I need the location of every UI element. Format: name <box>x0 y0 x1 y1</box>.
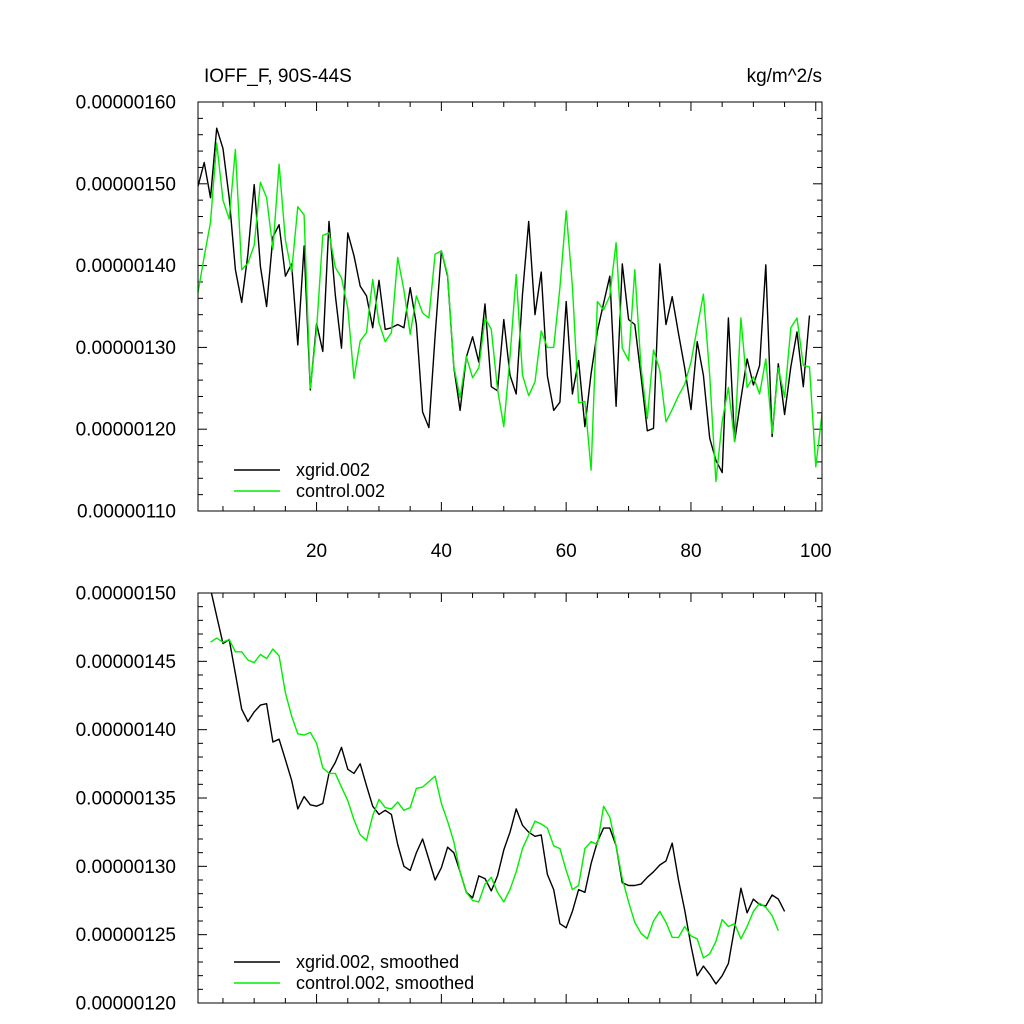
chart-units: kg/m^2/s <box>747 66 822 87</box>
bottom-legend: xgrid.002, smoothed control.002, smoothe… <box>234 952 474 993</box>
y-tick-label: 0.00000140 <box>76 256 176 277</box>
top-chart-panel: IOFF_F, 90S-44S kg/m^2/s 0.000001100.000… <box>76 66 832 562</box>
y-tick-label: 0.00000130 <box>76 338 176 359</box>
top-axis-ticks <box>198 101 822 512</box>
y-tick-label: 0.00000145 <box>76 652 176 673</box>
series-line-xgrid-002 <box>198 127 811 474</box>
x-tick-label: 60 <box>556 541 577 562</box>
chart-title: IOFF_F, 90S-44S <box>204 66 352 87</box>
top-x-tick-labels: 20 40 60 80 100 <box>306 541 832 562</box>
bottom-y-tick-labels: 0.00000120 0.00000125 0.00000130 0.00000135… <box>76 584 176 1015</box>
series-line-control-002 <box>198 142 822 483</box>
top-series-layer <box>198 127 822 483</box>
top-plot-frame <box>197 101 823 512</box>
bottom-plot-frame <box>197 592 823 1004</box>
y-tick-label: 0.00000130 <box>76 857 176 878</box>
y-tick-label: 0.00000120 <box>76 420 176 441</box>
legend-label-control-smoothed: control.002, smoothed <box>296 973 474 993</box>
top-y-tick-labels: 0.00000110 0.00000120 0.00000130 0.00000140… <box>76 93 176 523</box>
x-tick-label: 100 <box>800 541 832 562</box>
series-line-control-002-smoothed <box>210 637 779 959</box>
y-tick-label: 0.00000140 <box>76 720 176 741</box>
top-legend: xgrid.002 control.002 <box>234 460 385 501</box>
legend-label-xgrid: xgrid.002 <box>296 460 370 480</box>
bottom-series-layer <box>210 593 786 985</box>
x-tick-label: 80 <box>680 541 701 562</box>
bottom-chart-panel: 0.00000120 0.00000125 0.00000130 0.00000135… <box>76 584 823 1015</box>
x-tick-label: 40 <box>431 541 452 562</box>
y-tick-label: 0.00000150 <box>76 174 176 195</box>
y-tick-label: 0.00000160 <box>76 93 176 114</box>
legend-label-control: control.002 <box>296 481 385 501</box>
y-tick-label: 0.00000135 <box>76 789 176 810</box>
y-tick-label: 0.00000120 <box>76 994 176 1015</box>
y-tick-label: 0.00000110 <box>77 502 176 523</box>
x-tick-label: 20 <box>306 541 327 562</box>
y-tick-label: 0.00000125 <box>76 925 176 946</box>
y-tick-label: 0.00000150 <box>76 584 176 605</box>
legend-label-xgrid-smoothed: xgrid.002, smoothed <box>296 952 459 972</box>
